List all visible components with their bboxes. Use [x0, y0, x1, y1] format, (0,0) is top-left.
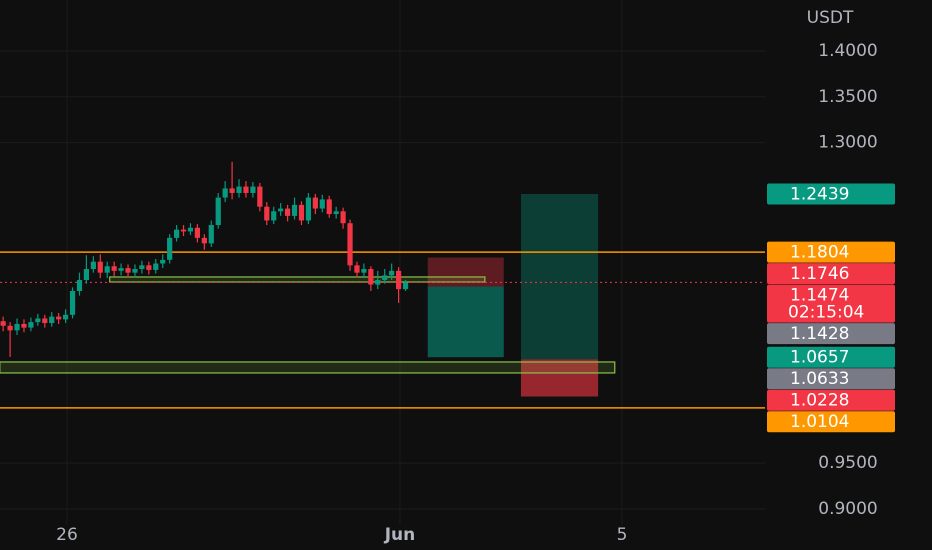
candle-body [160, 259, 166, 264]
zone [109, 276, 486, 283]
candle-body [264, 206, 270, 221]
x-tick-label: Jun [384, 525, 416, 545]
candle-body [340, 211, 346, 224]
candle-body [90, 261, 96, 270]
candle-body [333, 211, 339, 215]
profit-zone [427, 286, 504, 358]
candle-body [319, 199, 325, 209]
candle-body [326, 199, 332, 215]
candle-body [222, 188, 228, 198]
zone [0, 361, 616, 374]
candle-body [62, 314, 69, 320]
candle-body [104, 266, 110, 273]
candle-body [208, 225, 214, 244]
y-tick-label: 1.4000 [818, 41, 877, 61]
candle-body [312, 197, 318, 209]
profit-zone [520, 193, 599, 360]
candle-body [167, 237, 173, 260]
price-badge-label: 1.0657 [790, 348, 849, 368]
price-badge-label: 1.1474 [790, 285, 849, 305]
candle-body [291, 204, 298, 216]
price-badge-label: 1.0633 [790, 369, 849, 389]
candle-body [229, 188, 235, 193]
price-badge-label: 1.1428 [790, 324, 849, 344]
candle-body [14, 323, 20, 331]
candle-body [118, 268, 124, 271]
candle-body [56, 316, 62, 320]
candle-body [354, 265, 360, 273]
candle-body [395, 270, 402, 290]
candle-body [83, 269, 90, 280]
candle-body [76, 279, 83, 291]
price-badge [767, 368, 895, 390]
candle-body [111, 266, 117, 271]
candle-body [361, 269, 367, 273]
price-badge [767, 263, 895, 285]
candle-body [194, 227, 201, 238]
y-tick-label: 0.9000 [818, 499, 877, 519]
candle-body [382, 275, 388, 280]
candle-body [153, 263, 159, 270]
candle-body [284, 208, 291, 216]
candle-body [368, 269, 374, 285]
price-badge-label: 1.1746 [790, 264, 849, 284]
x-tick-label: 26 [56, 525, 78, 545]
candle-body [173, 229, 180, 238]
candle-body [305, 197, 312, 221]
price-badge [767, 323, 895, 345]
price-badge [767, 389, 895, 411]
currency-label: USDT [807, 8, 854, 28]
candle-body [298, 204, 305, 221]
candle-body [389, 270, 395, 276]
candle-body [21, 323, 27, 328]
candle-body [7, 325, 13, 331]
price-badge [767, 284, 895, 323]
candle-body [402, 282, 409, 290]
candle-body [375, 279, 381, 285]
y-tick-label: 0.9500 [818, 453, 877, 473]
candle-body [0, 321, 6, 326]
candle-body [271, 211, 277, 221]
price-badge [767, 241, 895, 263]
candle-body [132, 269, 138, 273]
candle-body [69, 290, 76, 315]
price-badge-label: 1.0228 [790, 391, 849, 411]
candle-body [125, 268, 131, 273]
candle-body [97, 261, 103, 273]
candle-body [236, 186, 242, 193]
price-badge-label: 1.0104 [790, 412, 849, 432]
candle-body [257, 186, 263, 207]
y-tick-label: 1.3000 [818, 133, 877, 153]
x-tick-label: 5 [617, 525, 628, 545]
countdown-label: 02:15:04 [788, 303, 864, 323]
candle-body [201, 237, 207, 244]
candle-body [146, 265, 152, 270]
price-badge-label: 1.2439 [790, 184, 849, 204]
candle-body [250, 186, 256, 193]
candle-body [139, 265, 145, 270]
candle-body [28, 322, 34, 328]
price-badge-label: 1.1804 [790, 242, 849, 262]
candle-body [35, 318, 41, 323]
candle-body [215, 197, 221, 226]
price-badge [767, 346, 895, 368]
candle-body [278, 208, 284, 212]
loss-zone [520, 359, 599, 397]
candle-body [180, 229, 187, 232]
candle-body [49, 316, 55, 324]
price-badge [767, 411, 895, 433]
y-tick-label: 1.3500 [818, 87, 877, 107]
candle-body [187, 227, 194, 232]
candle-body [243, 186, 249, 193]
price-badge [767, 183, 895, 205]
candle-body [42, 318, 48, 324]
candle-body [347, 223, 353, 266]
